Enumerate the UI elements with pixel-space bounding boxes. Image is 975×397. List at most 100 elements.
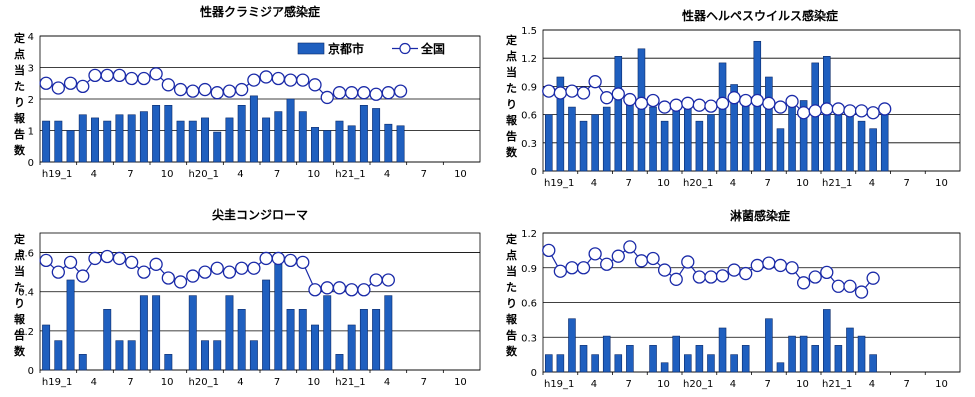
bar <box>372 108 381 163</box>
line-marker <box>112 251 127 266</box>
line-marker <box>63 76 78 90</box>
line-marker <box>235 82 249 97</box>
x-tick-label: 4 <box>869 379 875 390</box>
line-marker <box>866 271 880 285</box>
bar <box>311 324 319 371</box>
x-tick-label: h21_1 <box>335 377 365 388</box>
line-marker <box>542 84 556 98</box>
bar <box>799 335 808 373</box>
x-tick-label: 4 <box>237 169 243 180</box>
y-axis-label: 定点当たり報告数 <box>14 232 26 358</box>
bar <box>262 117 271 163</box>
y-axis-label: 定点当たり報告数 <box>506 33 518 159</box>
bar <box>335 354 344 371</box>
line-marker <box>681 96 695 110</box>
line-marker <box>565 261 579 275</box>
line-marker <box>715 269 730 283</box>
bar <box>396 125 405 163</box>
line-marker <box>271 251 285 266</box>
bar <box>66 279 75 371</box>
line-marker <box>762 256 776 270</box>
x-tick-label: 7 <box>626 379 632 390</box>
line-marker <box>669 272 683 286</box>
x-tick-label: 7 <box>274 169 280 180</box>
bar <box>568 106 576 172</box>
bar <box>660 362 669 373</box>
y-tick-label: 0 <box>28 158 34 169</box>
bar <box>765 76 773 172</box>
x-tick-label: h21_1 <box>335 169 365 180</box>
bar <box>684 100 692 172</box>
x-tick-label: 4 <box>730 379 736 390</box>
line-marker <box>796 276 811 290</box>
line-marker <box>247 73 261 87</box>
line-marker <box>785 261 799 275</box>
line-marker <box>320 281 334 295</box>
line-marker <box>611 87 625 101</box>
y-tick-label: 4 <box>28 32 34 43</box>
bar <box>707 354 715 373</box>
bar <box>213 340 222 371</box>
line-marker <box>634 96 649 110</box>
y-tick-label: 3 <box>28 64 34 75</box>
bar <box>788 100 796 172</box>
x-tick-label: 10 <box>161 169 174 180</box>
legend-bar-swatch <box>297 42 325 55</box>
line-marker <box>623 240 637 254</box>
line-marker <box>565 84 579 98</box>
line-marker <box>854 104 869 118</box>
bar <box>274 111 283 163</box>
x-tick-label: h19_1 <box>544 178 574 189</box>
bar <box>286 309 295 371</box>
x-tick-label: 7 <box>127 169 133 180</box>
bar <box>765 318 773 373</box>
bar <box>298 111 307 163</box>
line-marker <box>692 98 707 112</box>
line-marker <box>623 92 637 107</box>
line-marker <box>186 269 200 283</box>
bar <box>579 120 588 172</box>
line-marker <box>112 68 127 83</box>
line-marker <box>669 98 683 112</box>
x-tick-label: 7 <box>127 377 133 388</box>
y-tick-label: 0 <box>531 368 537 379</box>
bar <box>730 84 738 172</box>
bar <box>115 340 124 371</box>
line-marker <box>76 79 90 94</box>
x-tick-label: 10 <box>307 377 320 388</box>
legend-label-national: 全国 <box>420 41 445 56</box>
bar <box>54 340 63 371</box>
x-tick-label: 4 <box>237 377 243 388</box>
line-marker <box>369 87 383 101</box>
bar <box>788 335 796 373</box>
bar <box>695 345 704 373</box>
line-marker <box>843 104 857 118</box>
x-tick-label: 10 <box>307 169 320 180</box>
chart-title: 性器ヘルペスウイルス感染症 <box>681 8 838 23</box>
line-marker <box>161 271 175 285</box>
bar <box>201 340 209 371</box>
line-marker <box>796 106 811 120</box>
bar <box>127 114 136 163</box>
bar <box>707 114 715 172</box>
x-tick-label: 7 <box>421 169 427 180</box>
line-marker <box>750 258 764 273</box>
bar <box>262 279 271 371</box>
legend-marker <box>399 42 411 55</box>
line-marker <box>381 86 395 100</box>
bar <box>42 324 51 371</box>
bar <box>237 105 246 163</box>
y-tick-label: 2 <box>28 95 34 106</box>
bar <box>188 120 197 163</box>
bar <box>799 100 808 172</box>
line-marker <box>576 261 591 275</box>
line-marker <box>854 285 869 299</box>
y-tick-label: 0.6 <box>18 249 34 260</box>
bar <box>857 120 866 172</box>
bar <box>834 106 843 172</box>
line-marker <box>332 86 347 100</box>
chart-title: 淋菌感染症 <box>730 208 790 223</box>
line-marker <box>808 104 822 118</box>
line-marker <box>137 265 151 279</box>
line-marker <box>657 100 672 114</box>
